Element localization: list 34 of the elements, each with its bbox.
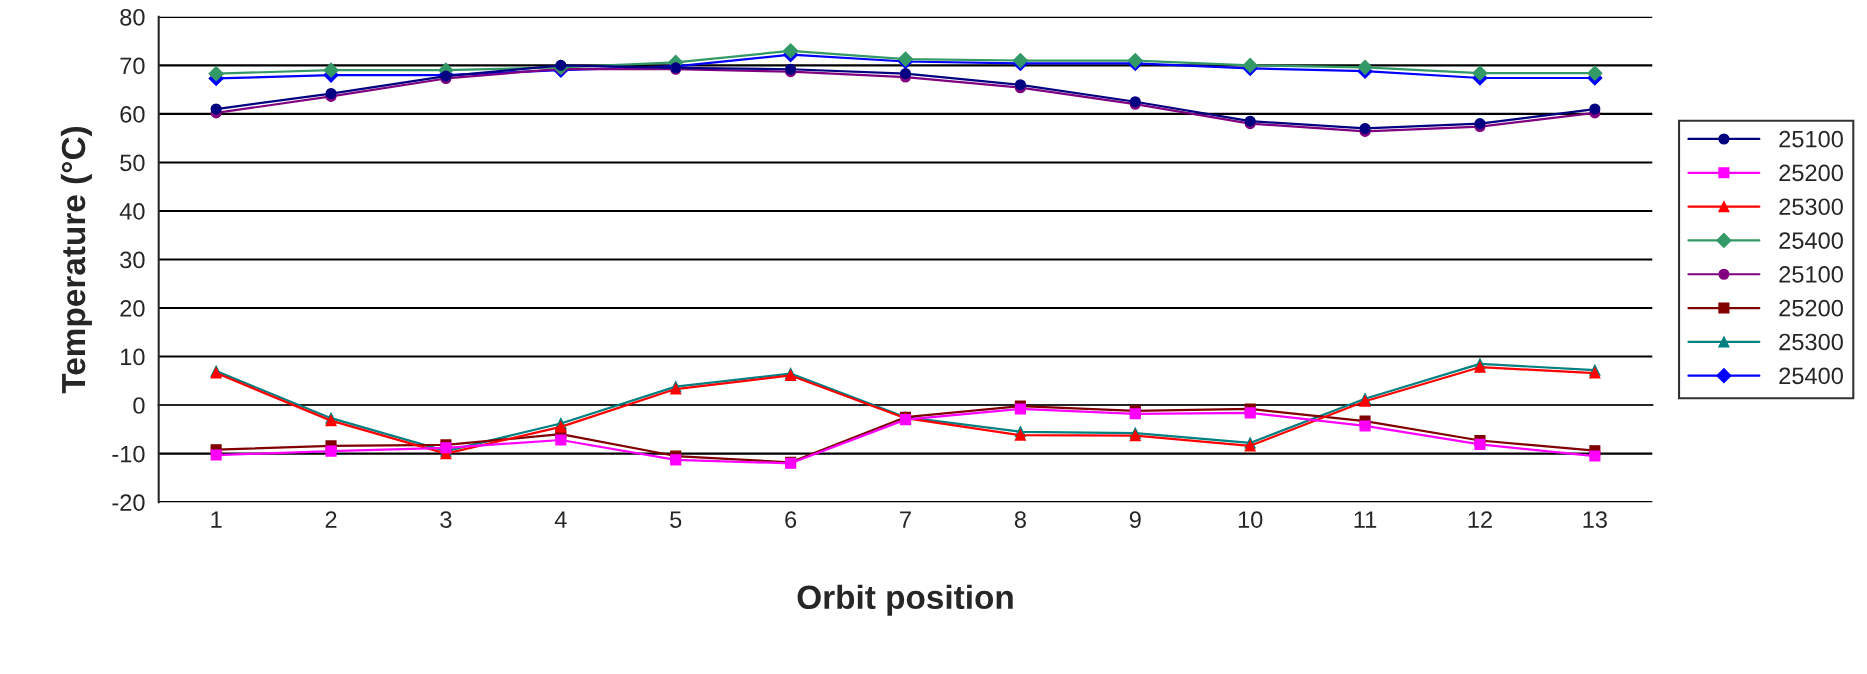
x-tick-label: 5 (670, 511, 682, 528)
x-tick-label: 6 (785, 511, 797, 528)
legend-label: 25300 (1779, 198, 1843, 216)
y-tick-label: 20 (120, 300, 145, 317)
x-tick-label: 7 (900, 511, 911, 528)
x-tick-label: 12 (1468, 511, 1492, 528)
legend-label: 25100 (1779, 130, 1843, 148)
x-tick-label: 10 (1238, 511, 1263, 528)
y-tick-label: 70 (120, 57, 145, 75)
y-tick-label: 40 (119, 203, 145, 220)
legend-label: 25400 (1779, 367, 1843, 385)
x-tick-label: 8 (1014, 511, 1026, 528)
y-tick-label: 80 (120, 8, 145, 26)
y-tick-label: 60 (120, 105, 145, 123)
x-tick-label: 2 (325, 511, 337, 528)
x-tick-label: 3 (440, 511, 452, 528)
legend-label: 25200 (1779, 164, 1843, 182)
x-tick-label: 11 (1354, 511, 1377, 528)
y-axis-title: Temperature (°C) (60, 126, 92, 394)
legend-label: 25100 (1779, 266, 1843, 283)
legend-label: 25300 (1779, 333, 1843, 351)
x-tick-label: 13 (1583, 511, 1607, 528)
legend-label: 25400 (1779, 232, 1843, 249)
x-tick-label: 1 (211, 511, 222, 528)
y-tick-label: 50 (120, 154, 145, 172)
y-tick-label: 10 (121, 348, 145, 366)
y-tick-label: 30 (120, 251, 145, 269)
x-axis-title: Orbit position (797, 584, 1013, 616)
legend-label: 25200 (1779, 299, 1843, 317)
x-tick-label: 4 (554, 511, 567, 528)
y-tick-label: -10 (112, 445, 145, 463)
y-tick-label: -20 (112, 494, 145, 511)
x-tick-label: 9 (1129, 511, 1141, 528)
y-tick-label: 0 (133, 397, 145, 414)
